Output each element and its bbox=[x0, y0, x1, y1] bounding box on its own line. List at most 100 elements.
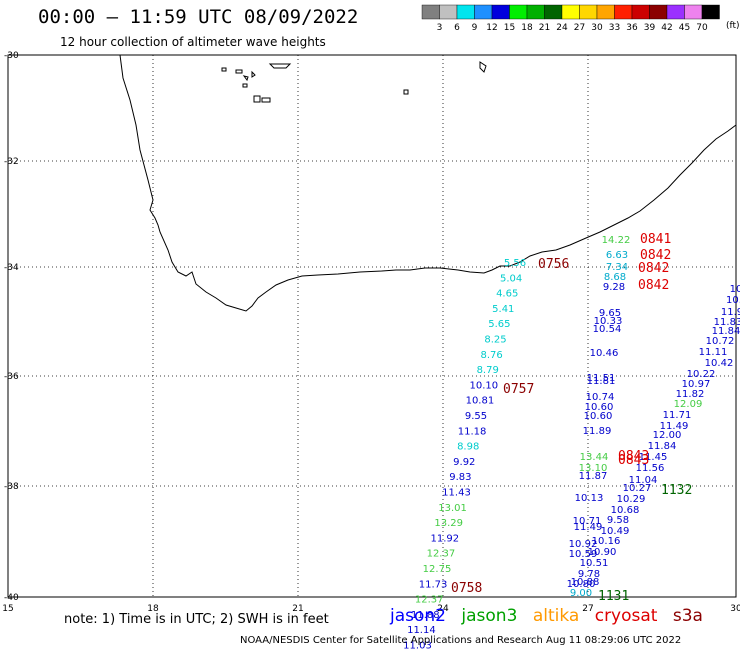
map-frame bbox=[7, 54, 737, 598]
wave-height-value: 10.88 bbox=[571, 577, 600, 588]
legend-jason3: jason3 bbox=[461, 606, 518, 626]
wave-height-value: 10.13 bbox=[575, 493, 604, 504]
pass-time-label: 0758 bbox=[451, 581, 482, 596]
colorbar-tick-label: 9 bbox=[472, 23, 478, 33]
map-title: 00:00 – 11:59 UTC 08/09/2022 bbox=[38, 6, 359, 28]
latitude-label: -40 bbox=[4, 593, 19, 603]
wave-height-value: 10.51 bbox=[580, 558, 609, 569]
colorbar-tick-label: 42 bbox=[661, 23, 672, 33]
wave-height-value: 13.10 bbox=[579, 463, 608, 474]
map-subtitle: 12 hour collection of altimeter wave hei… bbox=[60, 35, 326, 49]
wave-height-value: 9.65 bbox=[599, 308, 621, 319]
longitude-label: 27 bbox=[582, 604, 593, 614]
wave-height-value: 13.29 bbox=[434, 518, 463, 529]
colorbar-tick-label: 12 bbox=[486, 23, 497, 33]
graticule bbox=[8, 55, 736, 597]
colorbar-tick-label: 70 bbox=[696, 23, 708, 33]
wave-height-value: 11.88 bbox=[411, 610, 440, 621]
wave-height-value: 11.81 bbox=[587, 376, 616, 387]
colorbar-tick-label: 24 bbox=[556, 23, 568, 33]
wave-height-value: 13.44 bbox=[580, 452, 609, 463]
wave-height-value: 10.72 bbox=[706, 336, 735, 347]
colorbar-tick-label: 15 bbox=[504, 23, 515, 33]
pass-time-label: 0757 bbox=[503, 382, 534, 397]
wave-height-value: 11.89 bbox=[583, 426, 612, 437]
wave-height-value: 10.97 bbox=[682, 379, 711, 390]
wave-height-value: 9.83 bbox=[449, 472, 471, 483]
wave-height-value: 5.04 bbox=[500, 273, 522, 284]
wave-height-value: 11.11 bbox=[699, 347, 728, 358]
wave-height-colorbar: 3 6 9 12 15 18 21 24 27 30 33 36 39 42 45 70 bbox=[421, 4, 720, 33]
wave-height-value: 12.37 bbox=[415, 595, 444, 606]
latitude-label: -30 bbox=[4, 51, 19, 61]
wave-height-value: 11.03 bbox=[403, 641, 432, 650]
wave-height-value: 7.34 bbox=[606, 262, 628, 273]
wave-height-value: 11.84 bbox=[648, 441, 677, 452]
colorbar-tick-label: 45 bbox=[679, 23, 690, 33]
graticule-labels: 15 18 21 24 27 30 -30 -32 -34 -36 -38 -40 bbox=[2, 51, 740, 614]
colorbar-tick-label: 21 bbox=[539, 23, 550, 33]
wave-height-value: 11.51 bbox=[587, 373, 616, 384]
wave-height-value: 9.58 bbox=[607, 515, 629, 526]
colorbar-tick-label: 18 bbox=[521, 23, 533, 33]
longitude-label: 15 bbox=[2, 604, 13, 614]
longitude-label: 21 bbox=[292, 604, 303, 614]
wave-height-value: 8.68 bbox=[604, 272, 626, 283]
wave-height-value: 11.49 bbox=[574, 522, 603, 533]
wave-height-value: 10.10 bbox=[469, 380, 498, 391]
wave-height-value: 10.90 bbox=[588, 547, 617, 558]
legend-altika: altika bbox=[532, 606, 580, 626]
wave-height-value: 11.84 bbox=[712, 326, 740, 337]
wave-height-value: 11.83 bbox=[714, 317, 740, 328]
wave-height-value: 11.49 bbox=[660, 421, 689, 432]
coastline-south-africa bbox=[119, 54, 737, 312]
island bbox=[221, 61, 487, 103]
colorbar-units: (ft) bbox=[726, 21, 740, 31]
wave-height-value: 10.49 bbox=[601, 526, 630, 537]
wave-height-value: 10.22 bbox=[687, 369, 716, 380]
wave-height-value: 10.29 bbox=[617, 494, 646, 505]
wave-height-value: 11.45 bbox=[639, 452, 668, 463]
wave-height-value: 11.82 bbox=[676, 389, 705, 400]
wave-height-value: 13.01 bbox=[438, 503, 467, 514]
wave-height-value: 12.37 bbox=[427, 549, 456, 560]
wave-height-value: 10. bbox=[726, 295, 740, 306]
colorbar-swatch bbox=[701, 4, 720, 20]
longitude-label: 24 bbox=[437, 604, 449, 614]
wave-height-value: 11.18 bbox=[458, 426, 487, 437]
pass-time-label: 0842 bbox=[638, 261, 669, 276]
wave-height-value: 9.92 bbox=[453, 457, 475, 468]
wave-height-value: 5.56 bbox=[504, 258, 526, 269]
pass-time-label: 1132 bbox=[661, 483, 692, 498]
wave-height-value: 10.42 bbox=[705, 358, 734, 369]
longitude-label: 18 bbox=[147, 604, 159, 614]
legend-jason2: jason2 bbox=[390, 606, 446, 626]
wave-height-value: 10.71 bbox=[573, 516, 602, 527]
legend-cryosat: cryosat bbox=[594, 606, 658, 626]
wave-height-value: 10.33 bbox=[594, 316, 623, 327]
pass-time-label: 0841 bbox=[640, 232, 671, 247]
colorbar-tick-label: 30 bbox=[591, 23, 603, 33]
units-note: note: 1) Time is in UTC; 2) SWH is in fe… bbox=[64, 612, 329, 627]
wave-height-value: 10.81 bbox=[466, 396, 495, 407]
latitude-label: -32 bbox=[4, 157, 19, 167]
wave-height-value: 11.04 bbox=[629, 475, 658, 486]
wave-height-value: 9.00 bbox=[570, 588, 592, 599]
wave-height-value: 8.98 bbox=[457, 442, 479, 453]
latitude-label: -34 bbox=[4, 263, 19, 273]
wave-height-value: 9.55 bbox=[465, 411, 487, 422]
wave-height-value: 9.78 bbox=[578, 569, 600, 580]
credit-line: NOAA/NESDIS Center for Satellite Applica… bbox=[240, 635, 682, 646]
pass-time-label: 0756 bbox=[538, 257, 569, 272]
wave-height-value: 14.22 bbox=[602, 235, 631, 246]
wave-height-value: 11.9 bbox=[721, 307, 740, 318]
latitude-label: -36 bbox=[4, 372, 19, 382]
wave-height-value: 10.16 bbox=[592, 536, 621, 547]
pass-times: 0756075707580841084208420842084308431132… bbox=[451, 232, 692, 604]
colorbar-tick-label: 6 bbox=[454, 23, 460, 33]
pass-time-label: 1131 bbox=[598, 589, 629, 604]
pass-time-label: 0843 bbox=[618, 449, 649, 464]
pass-time-label: 0842 bbox=[638, 278, 669, 293]
wave-height-value: 12.09 bbox=[674, 399, 703, 410]
